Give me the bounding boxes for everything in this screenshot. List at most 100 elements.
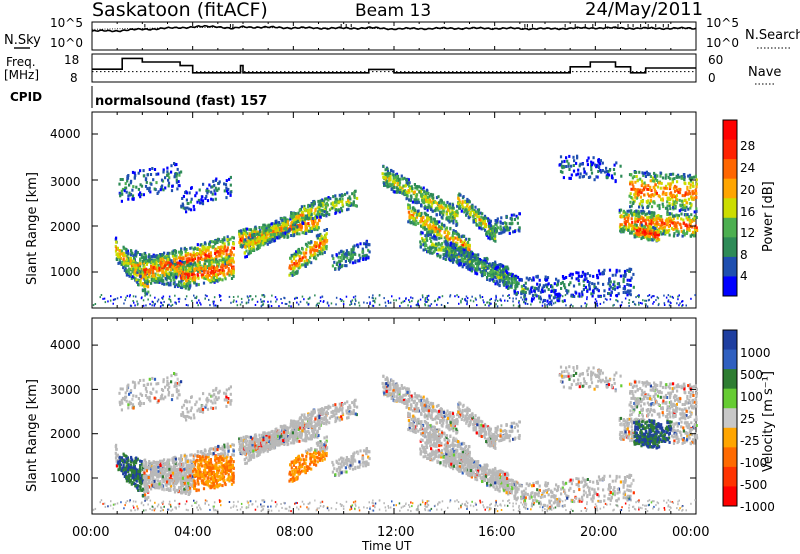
- power-point: [293, 233, 296, 237]
- power-point: [255, 247, 258, 251]
- power-point: [139, 258, 142, 262]
- power-point: [634, 180, 637, 184]
- power-point: [315, 234, 318, 238]
- power-point: [393, 183, 396, 187]
- power-point: [294, 227, 298, 231]
- power-point: [676, 221, 679, 225]
- cpid-text: normalsound (fast) 157: [95, 94, 268, 109]
- power-point: [204, 277, 208, 280]
- power-point: [688, 219, 691, 223]
- power-point: [243, 251, 246, 255]
- power-point: [215, 279, 218, 282]
- power-point: [504, 228, 507, 232]
- power-point: [142, 282, 145, 286]
- power-point: [197, 198, 200, 202]
- power-point: [668, 212, 671, 216]
- power-point: [158, 266, 161, 270]
- power-point: [444, 240, 447, 244]
- power-point: [682, 221, 686, 225]
- power-point: [189, 262, 192, 266]
- power-point: [176, 261, 179, 265]
- power-point: [134, 278, 137, 282]
- power-point: [125, 270, 128, 274]
- power-point: [630, 227, 633, 231]
- power-point: [438, 212, 442, 216]
- power-point: [191, 276, 194, 280]
- power-point: [354, 189, 357, 193]
- power-point: [164, 264, 167, 268]
- power-point: [122, 257, 125, 261]
- power-point: [139, 183, 142, 187]
- power-point: [146, 187, 149, 191]
- power-point: [408, 215, 411, 219]
- power-point: [323, 239, 326, 243]
- power-point: [130, 249, 133, 253]
- power-point: [180, 286, 183, 289]
- power-point: [412, 206, 415, 210]
- power-point: [321, 252, 324, 256]
- power-point: [227, 269, 230, 273]
- power-point: [301, 221, 304, 225]
- power-point: [219, 240, 222, 243]
- power-point: [444, 258, 447, 261]
- power-point: [139, 274, 142, 278]
- power-point: [225, 186, 228, 190]
- velocity-ytick-3000: 3000: [50, 383, 81, 397]
- power-point: [163, 251, 166, 255]
- power-point: [310, 215, 313, 219]
- power-point: [283, 234, 286, 238]
- power-point: [272, 233, 275, 237]
- power-point: [324, 245, 327, 249]
- power-point: [570, 276, 573, 280]
- power-point: [297, 251, 300, 255]
- power-point: [286, 227, 289, 231]
- power-point: [346, 191, 349, 195]
- power-point: [453, 217, 456, 221]
- power-point: [434, 200, 437, 204]
- power-point: [409, 199, 412, 202]
- power-point: [301, 256, 304, 260]
- power-point: [154, 267, 157, 271]
- power-point: [431, 236, 434, 240]
- power-point: [486, 276, 489, 279]
- power-point: [325, 244, 328, 248]
- power-point: [166, 251, 169, 255]
- power-point: [197, 256, 200, 260]
- power-point: [215, 275, 218, 279]
- power-point: [170, 170, 173, 174]
- power-point: [192, 247, 195, 251]
- power-point: [180, 274, 183, 277]
- power-point: [508, 273, 511, 276]
- velocity-ytick-2000: 2000: [50, 427, 81, 441]
- power-point: [203, 251, 206, 255]
- power-point: [295, 259, 298, 263]
- power-point: [204, 250, 207, 254]
- power-point: [145, 267, 148, 271]
- power-point: [306, 229, 309, 233]
- power-point: [316, 215, 319, 219]
- power-point: [218, 258, 221, 262]
- power-point: [274, 227, 278, 231]
- power-point: [131, 270, 134, 274]
- power-point: [161, 271, 164, 275]
- power-point: [386, 169, 390, 173]
- power-point: [143, 265, 146, 269]
- power-point: [211, 185, 214, 189]
- power-point: [664, 219, 667, 223]
- power-point: [184, 272, 187, 276]
- power-point: [657, 214, 660, 217]
- power-point: [544, 275, 547, 279]
- power-point: [511, 281, 514, 285]
- power-point: [298, 232, 301, 236]
- power-point: [325, 228, 328, 231]
- power-point: [178, 184, 181, 188]
- power-point: [475, 210, 478, 214]
- power-point: [161, 269, 164, 273]
- power-point: [224, 183, 228, 187]
- power-point: [227, 238, 231, 242]
- power-point: [622, 209, 625, 213]
- power-point: [608, 279, 611, 283]
- power-point: [156, 280, 159, 284]
- power-point: [513, 230, 516, 234]
- power-point: [243, 232, 246, 236]
